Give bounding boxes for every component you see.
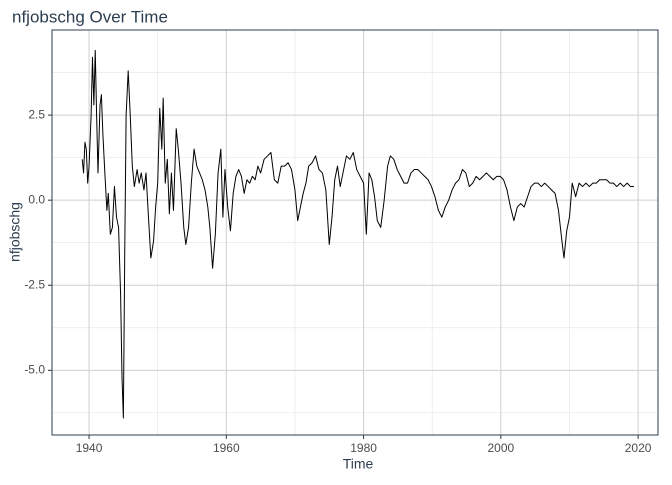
x-tick-label: 1960 (213, 441, 240, 455)
panel-border (51, 29, 659, 436)
x-tick-label: 1980 (350, 441, 377, 455)
data-line (81, 49, 634, 419)
x-tick-label: 2020 (625, 441, 652, 455)
y-tick-label: 2.5 (28, 107, 45, 121)
y-axis-title: nfjobschg (7, 202, 23, 262)
y-tick-label: -2.5 (24, 277, 45, 291)
x-tick-label: 1940 (76, 441, 103, 455)
y-tick-label: 0.0 (28, 192, 45, 206)
x-axis-title: Time (343, 456, 374, 472)
x-tick-label: 2000 (487, 441, 514, 455)
y-tick-label: -5.0 (24, 363, 45, 377)
chart-title: nfjobschg Over Time (12, 7, 168, 26)
